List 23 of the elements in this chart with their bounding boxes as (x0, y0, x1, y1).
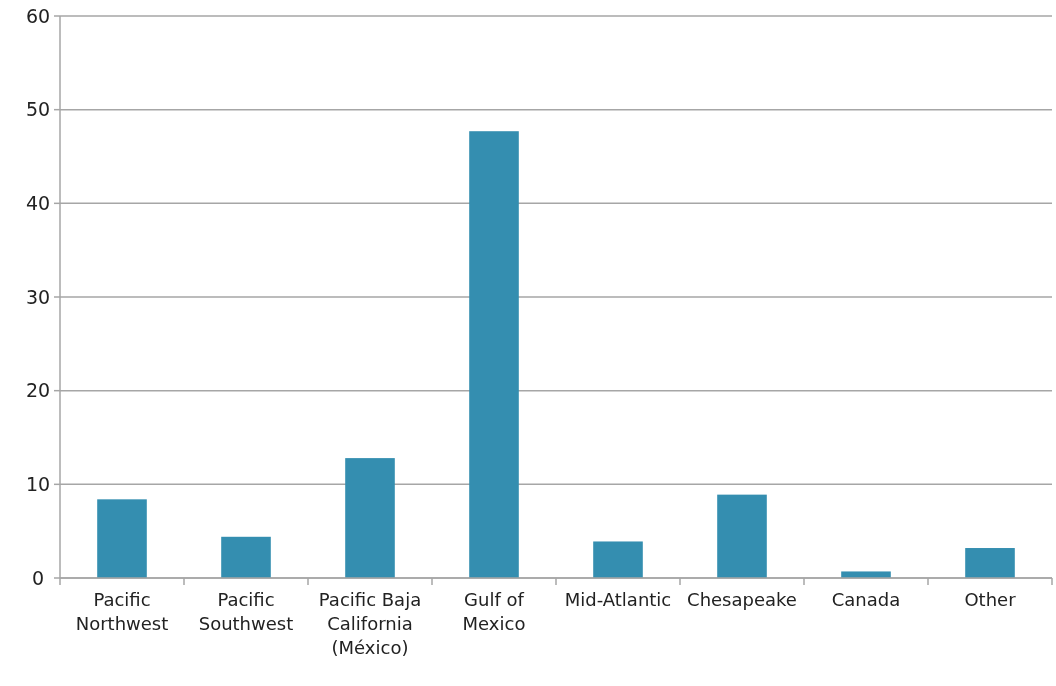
y-tick-label: 60 (25, 4, 51, 27)
y-tick-label: 20 (25, 379, 51, 402)
x-tick-label: Pacific Baja California (México) (318, 589, 422, 658)
bar (841, 571, 891, 578)
bar (469, 131, 519, 578)
y-tick-label: 30 (25, 285, 51, 308)
bar (97, 499, 147, 578)
y-tick-label: 50 (25, 98, 51, 121)
x-tick-label: Other (964, 589, 1017, 610)
y-tick-label: 10 (25, 472, 51, 495)
bar (717, 494, 767, 578)
x-tick-label: Pacific Northwest (75, 589, 169, 634)
bar (221, 536, 271, 578)
x-tick-label: Chesapeake (687, 589, 797, 610)
y-tick-label: 0 (31, 566, 45, 589)
x-tick-label: Mid-Atlantic (564, 589, 672, 610)
bar (593, 541, 643, 578)
x-tick-label: Pacific Southwest (198, 589, 294, 634)
y-tick-label: 40 (25, 191, 51, 214)
bar (345, 458, 395, 578)
bar (965, 548, 1015, 578)
x-tick-label: Canada (831, 589, 901, 610)
x-tick-label: Gulf of Mexico (462, 589, 526, 634)
